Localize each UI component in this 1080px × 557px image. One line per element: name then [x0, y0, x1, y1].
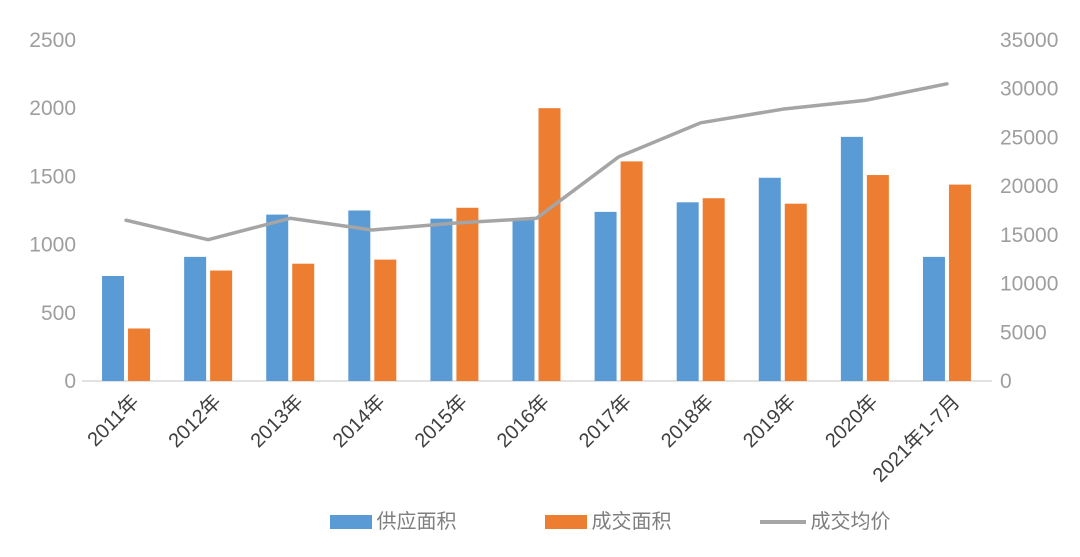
bar-成交面积-2017年 [620, 161, 643, 381]
bar-成交面积-2015年 [456, 207, 479, 381]
x-axis-label: 2015年 [410, 390, 472, 452]
x-axis-label: 2021年1-7月 [868, 390, 964, 486]
x-axis-label: 2011年 [83, 390, 144, 451]
legend-label-supply-area: 供应面积 [376, 511, 457, 533]
right-axis-tick-label: 25000 [1000, 126, 1058, 149]
right-axis-tick-label: 10000 [1000, 273, 1058, 296]
left-axis-tick-label: 500 [41, 302, 76, 325]
bar-供应面积-2013年 [266, 214, 289, 381]
legend-item-transaction-area: 成交面积 [544, 507, 672, 537]
right-axis-tick-label: 15000 [1000, 224, 1058, 247]
legend-item-average-price: 成交均价 [759, 507, 891, 537]
bar-成交面积-2019年 [784, 203, 807, 381]
bar-成交面积-2021年1-7月 [948, 184, 971, 381]
chart-legend: 供应面积 成交面积 成交均价 [70, 507, 1080, 537]
bar-成交面积-2013年 [292, 263, 315, 381]
x-axis-label: 2019年 [738, 390, 800, 452]
right-axis-tick-label: 20000 [1000, 175, 1058, 198]
bar-供应面积-2015年 [430, 218, 453, 381]
x-axis-label: 2016年 [492, 390, 554, 452]
bar-成交面积-2011年 [128, 328, 151, 381]
x-axis-label: 2017年 [574, 390, 636, 452]
left-axis-tick-label: 1500 [29, 165, 76, 188]
left-axis-tick-label: 2000 [29, 97, 76, 120]
x-axis-label: 2012年 [164, 390, 226, 452]
bar-供应面积-2020年 [840, 136, 863, 381]
bar-成交面积-2012年 [210, 270, 233, 381]
left-axis-tick-label: 1000 [29, 234, 76, 257]
x-axis-label: 2018年 [656, 390, 718, 452]
x-axis-label: 2020年 [821, 390, 883, 452]
x-axis-label: 2014年 [328, 390, 390, 452]
legend-label-average-price: 成交均价 [810, 511, 891, 533]
bar-供应面积-2019年 [758, 177, 781, 381]
left-axis-tick-label: 2500 [29, 29, 76, 52]
right-axis-tick-label: 35000 [1000, 29, 1058, 52]
x-axis-label: 2013年 [246, 390, 308, 452]
legend-swatch-supply-area [329, 515, 372, 529]
right-axis-tick-label: 5000 [1000, 321, 1047, 344]
bar-供应面积-2016年 [512, 218, 535, 381]
right-axis-tick-label: 0 [1000, 370, 1012, 393]
left-axis-tick-label: 0 [64, 370, 76, 393]
bar-供应面积-2011年 [102, 275, 125, 381]
bar-成交面积-2016年 [538, 108, 561, 381]
bar-供应面积-2017年 [594, 211, 617, 381]
legend-swatch-transaction-area [544, 515, 587, 529]
bar-供应面积-2018年 [676, 202, 699, 381]
bar-供应面积-2012年 [184, 256, 207, 381]
bar-成交面积-2014年 [374, 259, 397, 381]
legend-swatch-average-price [759, 520, 806, 524]
bar-供应面积-2014年 [348, 210, 371, 381]
legend-label-transaction-area: 成交面积 [591, 511, 672, 533]
bar-供应面积-2021年1-7月 [922, 256, 945, 381]
bar-成交面积-2018年 [702, 198, 725, 381]
bar-成交面积-2020年 [866, 175, 889, 381]
average-price-line [124, 82, 949, 242]
right-axis-tick-label: 30000 [1000, 78, 1058, 101]
legend-item-supply-area: 供应面积 [329, 507, 457, 537]
